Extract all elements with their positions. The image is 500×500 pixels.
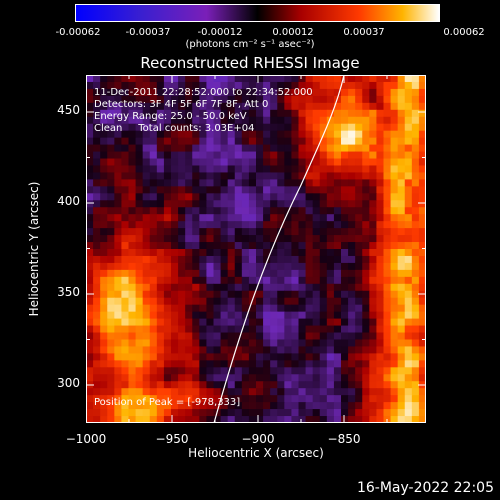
time-range-label: 11-Dec-2011 22:28:52.000 to 22:34:52.000 [94, 87, 313, 98]
colorbar-tick: -0.00012 [197, 27, 243, 38]
x-tick-label: −900 [241, 432, 275, 446]
colorbar-tick: 0.00012 [272, 27, 314, 38]
colorbar-tick: 0.00037 [343, 27, 385, 38]
colorbar-units: (photons cm⁻² s⁻¹ asec⁻²) [185, 39, 315, 50]
heatmap-cells [86, 75, 426, 423]
colorbar [75, 4, 440, 22]
colorbar-tick: 0.00062 [443, 27, 485, 38]
x-tick-label: −1000 [65, 432, 107, 446]
x-axis-label: Heliocentric X (arcsec) [188, 446, 324, 460]
y-tick-label: 400 [57, 194, 80, 208]
timestamp-footer: 16-May-2022 22:05 [356, 480, 494, 496]
solar-limb-curve [213, 75, 345, 423]
rhessi-image-plot: 11-Dec-2011 22:28:52.000 to 22:34:52.000… [86, 75, 426, 423]
colorbar-tick: -0.00062 [55, 27, 101, 38]
heatmap-image [86, 75, 426, 423]
y-tick-label: 300 [57, 376, 80, 390]
x-tick-label: −850 [327, 432, 361, 446]
y-tick-label: 350 [57, 285, 80, 299]
colorbar-tick: -0.00037 [125, 27, 171, 38]
peak-position-label: Position of Peak = [-978,333] [94, 397, 241, 408]
clean-counts-label: Clean Total counts: 3.03E+04 [94, 123, 255, 134]
axis-ticks [86, 75, 426, 423]
y-axis-label: Heliocentric Y (arcsec) [27, 181, 41, 317]
y-tick-label: 450 [57, 103, 80, 117]
image-title: Reconstructed RHESSI Image [140, 54, 360, 72]
energy-range-label: Energy Range: 25.0 - 50.0 keV [94, 111, 247, 122]
x-tick-label: −950 [155, 432, 189, 446]
detectors-label: Detectors: 3F 4F 5F 6F 7F 8F, Att 0 [94, 99, 269, 110]
